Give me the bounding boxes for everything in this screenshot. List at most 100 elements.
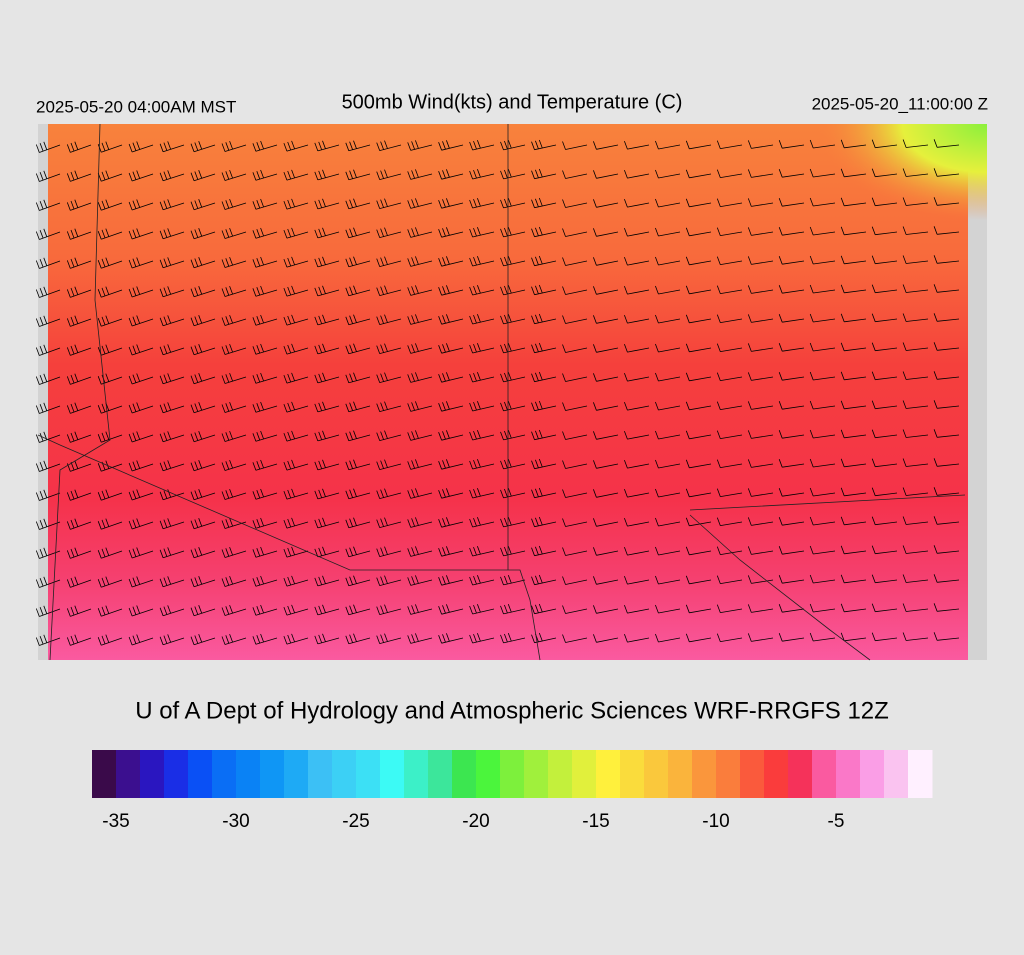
wind-barb [593, 257, 619, 266]
wind-barb [97, 547, 123, 559]
wind-barb [716, 372, 743, 381]
colorbar-swatch [380, 750, 405, 798]
wind-barb [562, 170, 588, 179]
wind-barb [716, 198, 743, 207]
wind-barb [190, 431, 216, 443]
wind-barb [221, 169, 247, 181]
wind-barb [128, 605, 154, 617]
wind-barb [438, 633, 464, 644]
wind-barb [66, 634, 92, 646]
wind-barb [252, 488, 278, 500]
wind-barb [809, 313, 836, 323]
wind-barb [345, 575, 371, 587]
wind-barb [655, 401, 681, 411]
wind-barb [685, 285, 712, 295]
wind-barb [438, 488, 464, 499]
wind-barb [97, 605, 123, 617]
wind-barb [128, 170, 154, 182]
wind-barb [809, 632, 836, 642]
map-title: 500mb Wind(kts) and Temperature (C) [342, 91, 683, 113]
wind-barb [500, 429, 526, 441]
colorbar-swatch [620, 750, 645, 798]
wind-barb [593, 489, 619, 498]
wind-barb [624, 546, 650, 556]
wind-barb [283, 343, 309, 355]
wind-barb [159, 344, 185, 356]
wind-barb [345, 488, 371, 500]
wind-barb [314, 227, 340, 239]
wind-barb [778, 256, 805, 265]
wind-barb [66, 170, 92, 182]
wind-barb [716, 430, 743, 439]
wind-barb [933, 487, 960, 496]
wind-barb [66, 518, 92, 530]
wind-barb [933, 516, 960, 525]
colorbar-tick-label: -20 [462, 811, 489, 832]
wind-barb [97, 576, 123, 588]
wind-barb [376, 575, 402, 586]
wind-barb [562, 634, 588, 643]
wind-barb [778, 575, 805, 584]
wind-barb [933, 400, 960, 409]
wind-barb [97, 489, 123, 501]
wind-barb [128, 576, 154, 588]
colorbar-swatch [212, 750, 237, 798]
wind-barb [562, 489, 588, 498]
wind-barb [252, 575, 278, 587]
wind-barb [624, 198, 650, 208]
wind-barb [840, 429, 867, 439]
wind-barb [407, 314, 433, 325]
wind-barb [407, 227, 433, 238]
wind-barb [778, 546, 805, 555]
wind-barb [128, 344, 154, 356]
wind-barb [593, 315, 619, 324]
credit: U of A Dept of Hydrology and Atmospheric… [135, 697, 889, 724]
wind-barb [562, 576, 588, 585]
wind-barb [871, 516, 898, 526]
wind-barb [314, 198, 340, 210]
wind-barb [66, 315, 92, 327]
wind-barb [531, 429, 557, 441]
wind-barb [407, 401, 433, 412]
wind-barb [562, 605, 588, 614]
wind-barb [809, 429, 836, 439]
wind-barb [190, 315, 216, 327]
wind-barb [500, 603, 526, 615]
wind-barb [562, 257, 588, 266]
wind-barb [624, 430, 650, 440]
wind-barb [66, 344, 92, 356]
wind-barb [376, 459, 402, 470]
wind-barb [345, 633, 371, 645]
wind-barb [469, 517, 495, 528]
wind-barb [221, 343, 247, 355]
wind-barb [252, 430, 278, 442]
wind-barb [376, 372, 402, 383]
wind-barb [871, 284, 898, 294]
wind-barb [685, 343, 712, 353]
colorbar-swatch [692, 750, 717, 798]
wind-barb [500, 197, 526, 209]
colorbar-swatch [404, 750, 429, 798]
wind-barb [283, 227, 309, 239]
colorbar-swatch [764, 750, 789, 798]
wind-barb [655, 198, 681, 208]
wind-barb [345, 430, 371, 442]
wind-barb [593, 228, 619, 237]
wind-barb [345, 285, 371, 297]
wind-barb [221, 227, 247, 239]
wind-barb [871, 603, 898, 613]
wind-barb [840, 458, 867, 468]
wind-barb [655, 285, 681, 295]
wind-barb [562, 315, 588, 324]
wind-barb [221, 488, 247, 500]
wind-barb [438, 227, 464, 238]
wind-barb [809, 400, 836, 410]
wind-barb [97, 402, 123, 414]
wind-barb [252, 140, 278, 152]
wind-barb [97, 634, 123, 646]
wind-barb [35, 402, 61, 414]
wind-barb [97, 344, 123, 356]
wind-barb [685, 227, 712, 237]
wind-barb [716, 227, 743, 236]
wind-barb [159, 286, 185, 298]
